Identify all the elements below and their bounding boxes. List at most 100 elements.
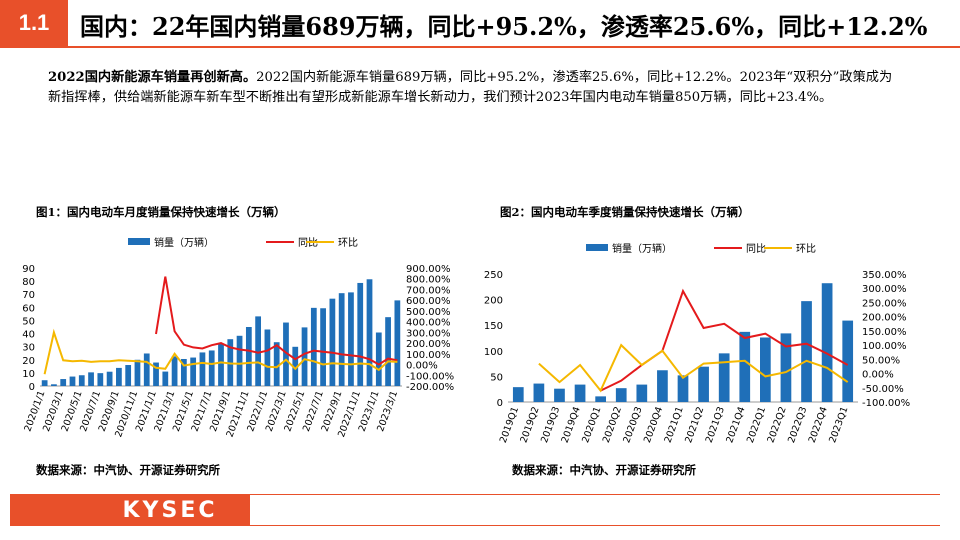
y-left-tick-label: 80 — [22, 277, 35, 288]
x-tick-label: 2022Q4 — [807, 405, 830, 444]
bar-sales — [657, 370, 668, 402]
bar-sales — [842, 320, 854, 402]
y-right-tick-label: 100.00% — [406, 350, 451, 361]
bar-sales — [375, 332, 382, 386]
y-right-tick-label: -200.00% — [406, 382, 454, 393]
y-left-tick-label: 90 — [22, 264, 35, 275]
x-tick-label: 2021Q4 — [724, 405, 747, 444]
bar-sales — [218, 343, 224, 386]
bar-sales — [780, 333, 792, 402]
x-tick-label: 2019Q2 — [518, 405, 541, 444]
bar-sales — [385, 317, 391, 386]
quarterly-sales-chart: 销量（万辆） 同比 环比 0 50 100 150 200 250 -100.00% -50.00%… — [484, 242, 910, 444]
bar-sales — [125, 365, 132, 386]
y-left-tick-label: 100 — [484, 347, 503, 358]
x-tick-label: 2019Q3 — [539, 405, 562, 444]
bar-sales — [171, 356, 178, 386]
bar-sales — [512, 387, 524, 402]
bar-sales — [348, 292, 354, 386]
figure-1-source: 数据来源：中汽协、开源证券研究所 — [36, 463, 220, 477]
bar-sales — [143, 353, 150, 386]
bar-sales — [801, 301, 812, 402]
y-left-tick-label: 40 — [22, 330, 35, 341]
figure-2-title: 图2：国内电动车季度销量保持快速增长（万辆） — [500, 205, 750, 219]
y-left-tick-label: 0 — [497, 398, 503, 409]
bar-sales — [554, 388, 565, 402]
y-left-tick-label: 0 — [29, 382, 35, 393]
x-tick-label: 2020Q4 — [642, 405, 665, 444]
bar-sales — [162, 371, 169, 386]
bar-sales — [273, 342, 280, 386]
section-number: 1.1 — [0, 0, 68, 46]
y-right-tick-label: 500.00% — [406, 307, 451, 318]
y-right-tick-label: 200.00% — [862, 313, 907, 324]
bar-sales — [88, 372, 94, 386]
bar-sales — [338, 293, 345, 386]
bar-sales — [760, 337, 771, 402]
y-right-tick-label: 900.00% — [406, 264, 451, 275]
x-tick-label: 2022Q2 — [766, 405, 789, 444]
bar-sales — [283, 322, 289, 386]
x-tick-label: 2021Q2 — [683, 405, 706, 444]
bar-sales — [301, 327, 308, 386]
legend-label: 环比 — [796, 243, 816, 255]
intro-lead: 2022国内新能源车销量再创新高。 — [48, 70, 257, 85]
bar-sales — [41, 380, 48, 386]
bar-sales — [60, 379, 67, 386]
bar-sales — [190, 357, 197, 386]
legend-label: 销量（万辆） — [154, 236, 214, 249]
legend-swatch-sales — [128, 238, 150, 245]
x-tick-label: 2022Q1 — [745, 405, 768, 444]
legend-swatch-sales — [586, 244, 608, 251]
y-left-tick-label: 60 — [22, 303, 35, 314]
bar-sales — [821, 283, 833, 402]
bar-sales — [574, 384, 586, 402]
x-tick-label: 2020Q3 — [621, 405, 644, 444]
x-tick-label: 2019Q4 — [560, 405, 583, 444]
bar-sales — [394, 300, 401, 386]
y-left-tick-label: 70 — [22, 290, 35, 301]
bar-sales — [739, 331, 751, 402]
legend-label: 同比 — [746, 243, 766, 255]
bar-sales — [366, 279, 373, 386]
y-right-tick-label: -50.00% — [862, 384, 904, 395]
monthly-sales-chart: 销量（万辆） 同比 环比0102030405060708090-200.00%-10… — [22, 236, 454, 439]
bar-sales — [153, 362, 159, 386]
page-header: 1.1 国内：22年国内销量689万辆，同比+95.2%，渗透率25.6%，同比… — [0, 0, 960, 48]
bar-sales — [116, 367, 122, 386]
y-right-tick-label: -100.00% — [862, 398, 910, 409]
bar-sales — [698, 366, 709, 402]
footer-rule — [10, 494, 940, 526]
y-left-tick-label: 30 — [22, 343, 35, 354]
header-divider — [0, 46, 960, 48]
bar-sales — [533, 383, 545, 402]
legend-label: 环比 — [338, 237, 358, 249]
bar-sales — [677, 375, 689, 402]
page-footer: KYSEC — [0, 494, 960, 540]
bar-sales — [255, 316, 262, 386]
legend-label: 销量（万辆） — [612, 242, 672, 255]
intro-body: 2022国内新能源车销量689万辆，同比+95.2%，渗透率25.6%，同比+1… — [48, 70, 893, 105]
y-left-tick-label: 250 — [484, 270, 503, 281]
bar-sales — [310, 307, 317, 386]
bar-sales — [636, 384, 648, 402]
bar-sales — [718, 353, 730, 402]
bar-sales — [208, 350, 215, 386]
bar-sales — [78, 375, 85, 386]
x-tick-label: 2020Q2 — [601, 405, 624, 444]
brand-logo-text: KYSEC — [122, 497, 218, 523]
footer-accent-block — [10, 494, 90, 526]
x-tick-label: 2021Q3 — [704, 405, 727, 444]
line-yoy — [155, 276, 398, 366]
x-tick-label: 2020Q1 — [580, 405, 603, 444]
bar-sales — [51, 384, 57, 386]
bar-sales — [595, 396, 606, 402]
y-left-tick-label: 20 — [22, 356, 35, 367]
bar-sales — [97, 373, 104, 386]
bar-sales — [236, 335, 243, 386]
bar-sales — [264, 329, 271, 386]
y-right-tick-label: 250.00% — [862, 298, 907, 309]
x-tick-label: 2019Q1 — [498, 405, 521, 444]
y-right-tick-label: 300.00% — [862, 284, 907, 295]
y-left-tick-label: 200 — [484, 296, 503, 307]
